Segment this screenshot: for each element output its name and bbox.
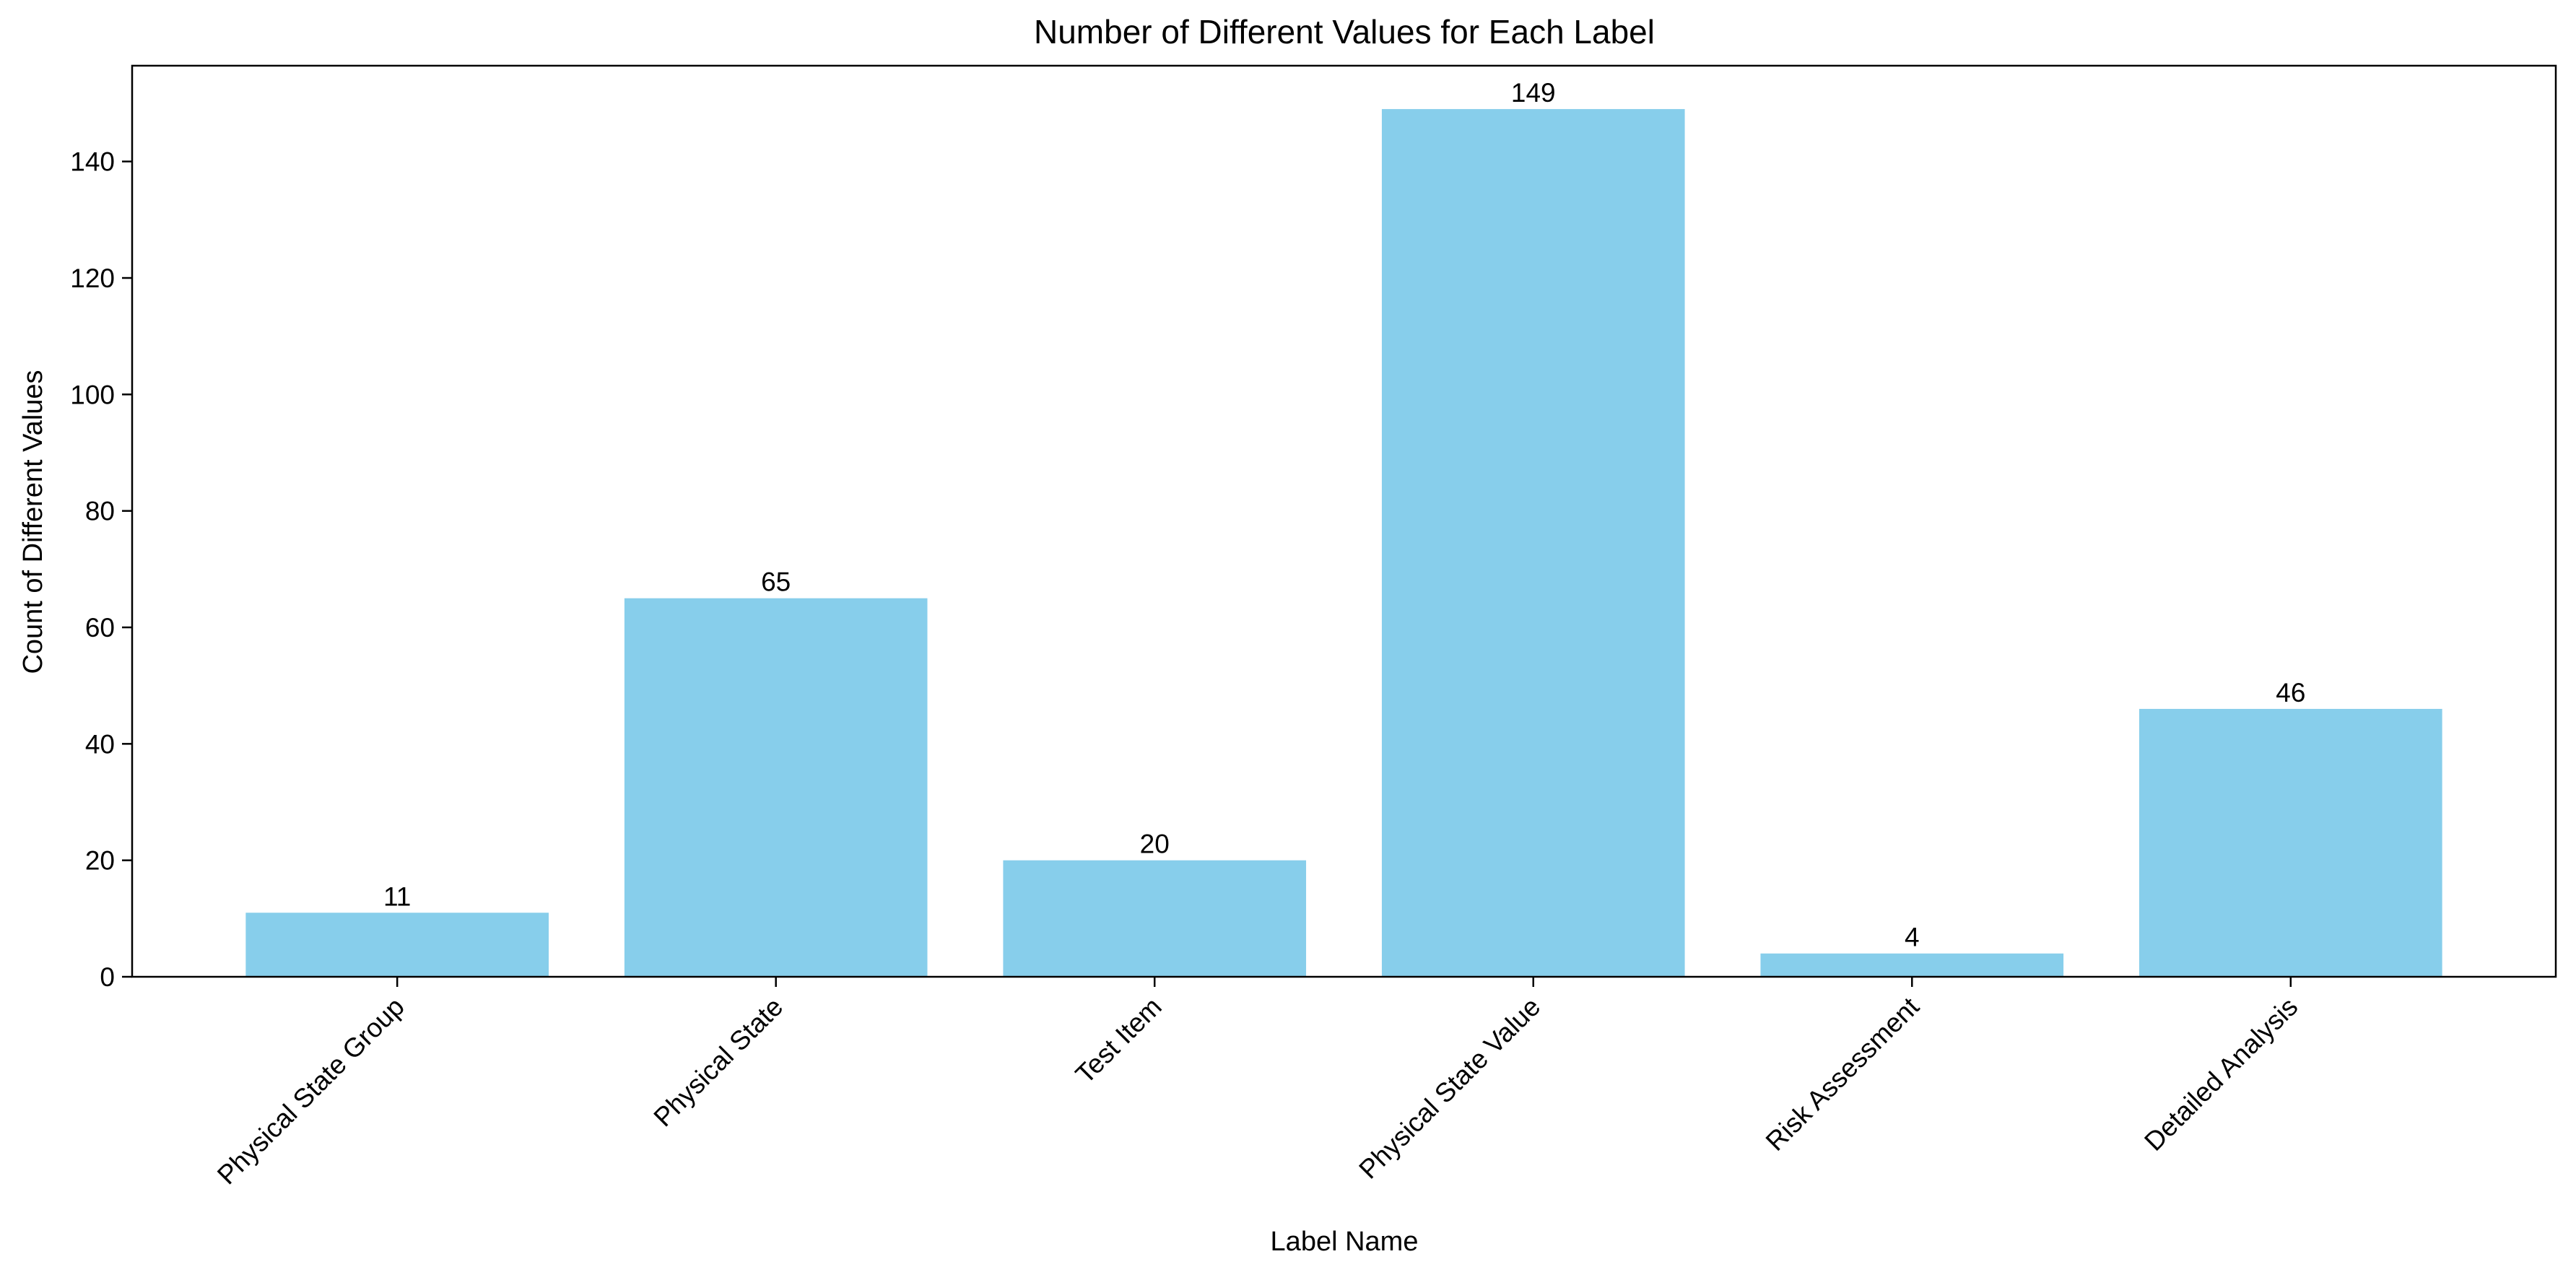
y-tick-label: 40	[85, 729, 115, 759]
bar-value-label: 149	[1511, 78, 1556, 108]
bars-layer	[245, 109, 2442, 978]
y-tick-label: 140	[70, 147, 115, 177]
y-tick-label: 0	[100, 962, 115, 992]
y-axis-label: Count of Different Values	[18, 370, 48, 674]
bar-value-label: 46	[2276, 678, 2305, 708]
bar	[1381, 109, 1685, 978]
value-labels-layer: 11 65 20 149 4 46	[383, 78, 2305, 952]
y-tick-label: 20	[85, 846, 115, 876]
y-tick-label: 100	[70, 380, 115, 409]
y-tick-label: 120	[70, 264, 115, 293]
bar-value-label: 20	[1140, 830, 1170, 859]
bar-value-label: 65	[761, 567, 791, 597]
x-axis-label: Label Name	[1271, 1227, 1419, 1257]
bar	[624, 598, 928, 977]
y-tick-label: 80	[85, 497, 115, 526]
bar	[2139, 708, 2442, 977]
plot-frame	[131, 64, 2557, 978]
bar	[245, 913, 549, 977]
bar	[1760, 953, 2064, 977]
bar	[1003, 860, 1307, 977]
y-axis: 0 20 40 60 80 100 120 140	[70, 147, 132, 992]
bar-value-label: 11	[383, 881, 411, 911]
chart-title: Number of Different Values for Each Labe…	[1034, 13, 1655, 51]
y-tick-label: 60	[85, 613, 115, 643]
bar-value-label: 4	[1905, 923, 1920, 952]
